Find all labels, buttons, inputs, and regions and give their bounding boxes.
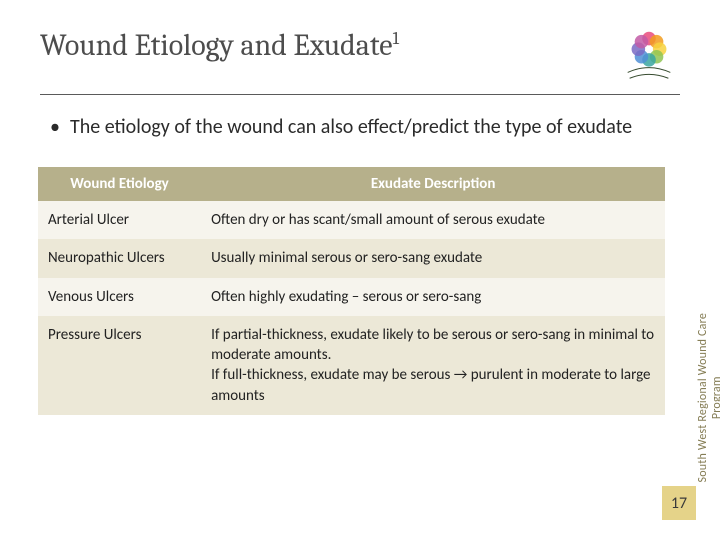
table-cell-description: If partial-thickness, exudate likely to … [201,316,665,415]
table-cell-etiology: Pressure Ulcers [38,316,201,415]
bullet-block: • The etiology of the wound can also eff… [50,115,680,139]
table-header-col2: Exudate Description [201,167,665,201]
table-row: Venous Ulcers Often highly exudating – s… [38,278,665,316]
title-text: Wound Etiology and Exudate [40,28,393,63]
page-number: 17 [662,486,696,520]
bullet-dot-icon: • [50,115,60,139]
table-cell-description: Often dry or has scant/small amount of s… [201,201,665,239]
table-row: Arterial Ulcer Often dry or has scant/sm… [38,201,665,239]
table-header-col1: Wound Etiology [38,167,201,201]
table-cell-etiology: Venous Ulcers [38,278,201,316]
table-cell-description: Usually minimal serous or sero-sang exud… [201,239,665,277]
page-title: Wound Etiology and Exudate1 [40,28,399,63]
title-superscript: 1 [393,28,400,49]
bullet-text: The etiology of the wound can also effec… [70,115,632,139]
table-header-row: Wound Etiology Exudate Description [38,167,665,201]
table-cell-etiology: Arterial Ulcer [38,201,201,239]
slide: Wound Etiology and Exudate1 • [0,0,720,540]
table-cell-etiology: Neuropathic Ulcers [38,239,201,277]
sidebar-line1: South West Regional Wound Care [696,313,710,482]
title-row: Wound Etiology and Exudate1 [40,28,680,95]
table-row: Neuropathic Ulcers Usually minimal serou… [38,239,665,277]
sidebar-line2: Program [710,313,720,482]
etiology-table: Wound Etiology Exudate Description Arter… [38,167,665,415]
page-number-value: 17 [671,494,687,513]
table-row: Pressure Ulcers If partial-thickness, ex… [38,316,665,415]
table-cell-description: Often highly exudating – serous or sero-… [201,278,665,316]
sidebar-program-label: South West Regional Wound Care Program [696,313,720,482]
program-logo-icon [618,24,680,86]
bullet-item: • The etiology of the wound can also eff… [50,115,680,139]
